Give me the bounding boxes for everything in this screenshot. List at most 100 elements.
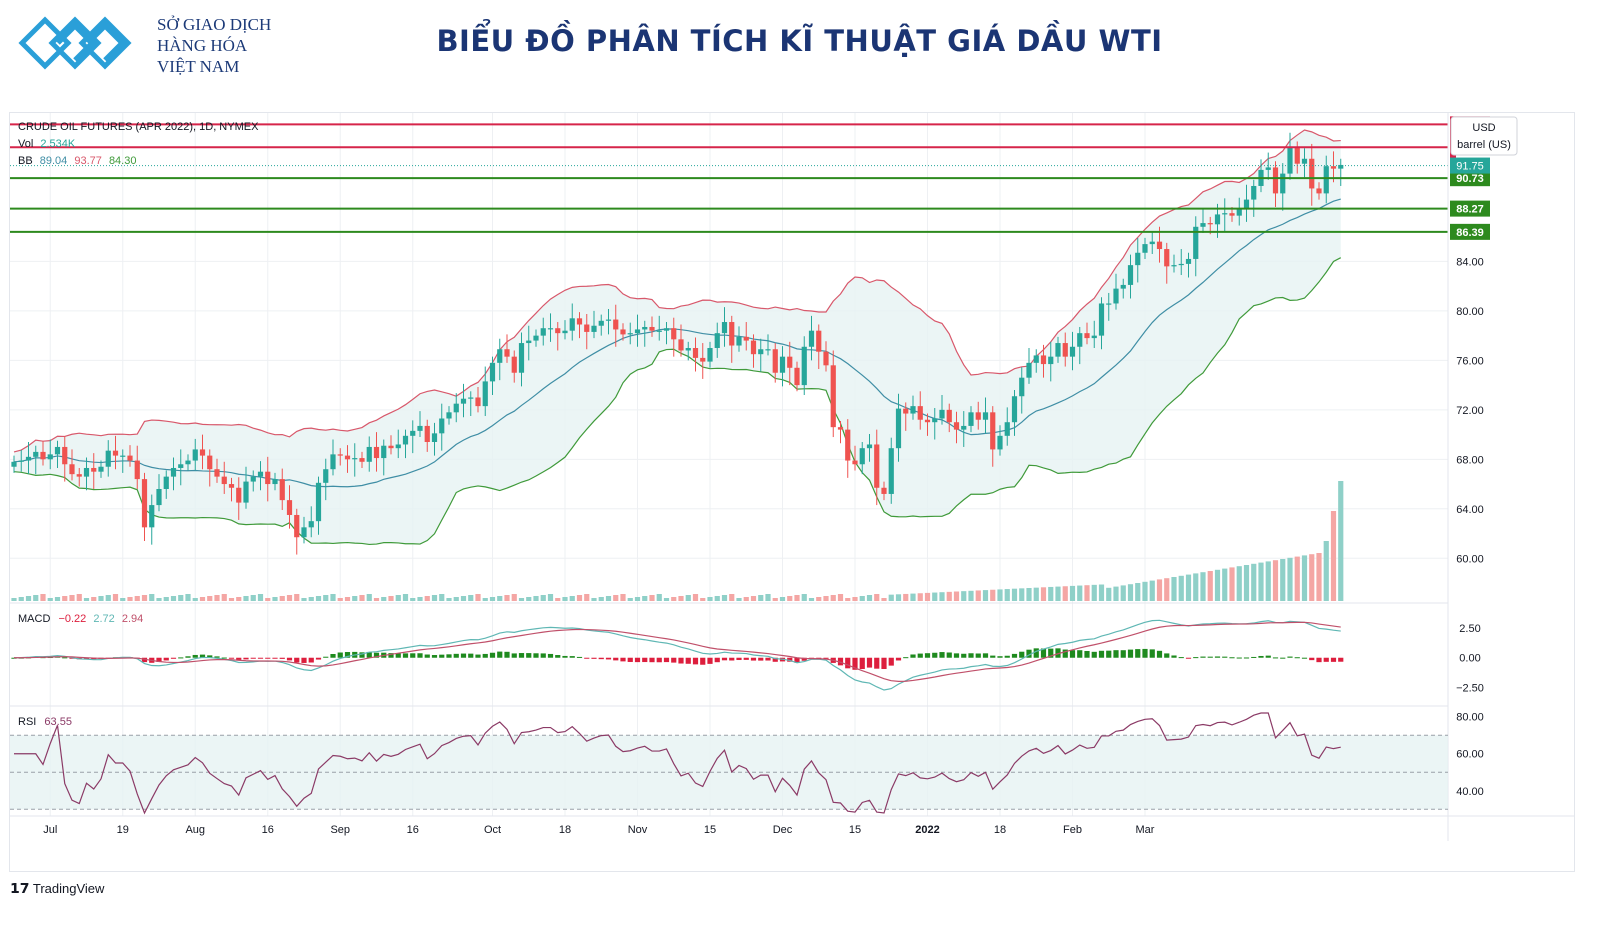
macd-histogram-bar: [591, 657, 597, 659]
candle-body: [54, 446, 61, 455]
volume-bar: [170, 596, 177, 601]
macd-histogram-bar: [185, 656, 191, 658]
candle: [214, 458, 220, 483]
candle: [1287, 132, 1293, 180]
macd-histogram-bar: [228, 657, 235, 659]
volume-bar: [613, 595, 619, 601]
candle-body: [504, 349, 510, 357]
candle: [830, 350, 836, 438]
legend-macd-hist: −0.22: [58, 613, 86, 625]
tradingview-brand[interactable]: 𝟭𝟳 TradingView: [10, 880, 104, 897]
macd-histogram-bar: [1272, 657, 1279, 659]
volume-bar: [555, 598, 561, 601]
candle-body: [294, 514, 300, 538]
macd-histogram-bar: [1077, 650, 1083, 658]
time-tick-label: Dec: [773, 824, 793, 836]
legend-bb-label: BB: [18, 155, 33, 167]
candle-body: [18, 460, 24, 462]
candle: [758, 338, 764, 372]
currency-unit-box[interactable]: USD barrel (US): [1450, 116, 1518, 156]
candle: [663, 322, 670, 345]
macd-histogram-bar: [1243, 657, 1250, 659]
legend-bb-mid: 89.04: [40, 155, 68, 167]
macd-histogram-bar: [1185, 657, 1192, 659]
time-tick-label: Oct: [484, 824, 501, 836]
macd-histogram-bar: [337, 652, 343, 658]
volume-bar: [402, 594, 409, 601]
candle: [627, 322, 633, 345]
candle: [961, 411, 967, 447]
volume-bar: [1004, 589, 1010, 601]
time-tick-label: 2022: [915, 824, 939, 836]
candle-body: [1294, 147, 1300, 164]
volume-bar: [518, 598, 525, 601]
macd-histogram-bar: [214, 656, 220, 658]
macd-histogram-bar: [475, 654, 481, 658]
candle-body: [1164, 249, 1170, 267]
candle-body: [634, 329, 641, 334]
candle: [199, 434, 206, 470]
volume-bar: [794, 595, 800, 601]
macd-histogram-bar: [344, 652, 351, 658]
volume-bar: [692, 594, 699, 601]
candle: [671, 317, 677, 357]
macd-histogram-bar: [1229, 657, 1235, 659]
volume-bar: [721, 595, 728, 601]
candle: [685, 341, 691, 361]
candle-body: [424, 425, 430, 442]
macd-histogram-bar: [562, 655, 568, 658]
volume-bar: [424, 596, 430, 601]
candle: [373, 432, 380, 472]
candle-body: [729, 322, 735, 346]
candle: [388, 435, 394, 455]
page-title: BIỂU ĐỒ PHÂN TÍCH KĨ THUẬT GIÁ DẦU WTI: [436, 24, 1163, 58]
axes: 60.00 64.00 68.00 72.00 76.00 80.00 84.00 Jul 19…: [43, 256, 1484, 836]
candle: [562, 320, 568, 340]
macd-histogram-bar: [1287, 656, 1293, 658]
candle: [714, 322, 720, 358]
candle: [874, 429, 880, 506]
volume-bar: [787, 596, 793, 601]
macd-histogram-bar: [569, 656, 575, 658]
candle: [823, 341, 829, 372]
candle-body: [540, 328, 546, 336]
macd-histogram-bar: [62, 657, 68, 659]
volume-bar: [431, 595, 438, 601]
candle: [504, 334, 510, 363]
candle: [700, 343, 706, 379]
volume-bar: [808, 598, 815, 601]
candle-body: [381, 445, 387, 459]
candle: [1127, 254, 1134, 299]
macd-histogram-bar: [932, 652, 938, 658]
candle: [1265, 152, 1271, 180]
candle-body: [547, 328, 554, 330]
macd-histogram-bar: [750, 657, 757, 661]
macd-histogram-bar: [576, 656, 583, 658]
volume-bar: [975, 590, 981, 601]
volume-bar: [315, 596, 322, 601]
volume-bar: [1287, 557, 1293, 601]
candle-body: [910, 406, 916, 414]
volume-bar: [584, 594, 590, 601]
candle-body: [750, 340, 757, 355]
volume-bar: [961, 591, 967, 601]
volume-bar: [163, 597, 169, 601]
candle: [990, 406, 996, 467]
candle: [431, 422, 438, 456]
candle: [895, 393, 902, 462]
candle: [286, 485, 293, 529]
candle: [794, 361, 800, 392]
candle: [1091, 320, 1097, 348]
legend-instrument: CRUDE OIL FUTURES (APR 2022), 1D, NYMEX: [18, 121, 259, 133]
volume-bar: [497, 596, 503, 601]
macd-histogram-bar: [1178, 657, 1184, 659]
volume-bar: [540, 595, 546, 601]
candle: [11, 455, 17, 473]
legend-volume: Vol 2.534K: [18, 138, 76, 150]
volume-bar: [366, 594, 372, 601]
macd-histogram-bar: [359, 652, 365, 658]
candle-body: [801, 346, 807, 386]
bb-lower-line: [13, 257, 1342, 546]
